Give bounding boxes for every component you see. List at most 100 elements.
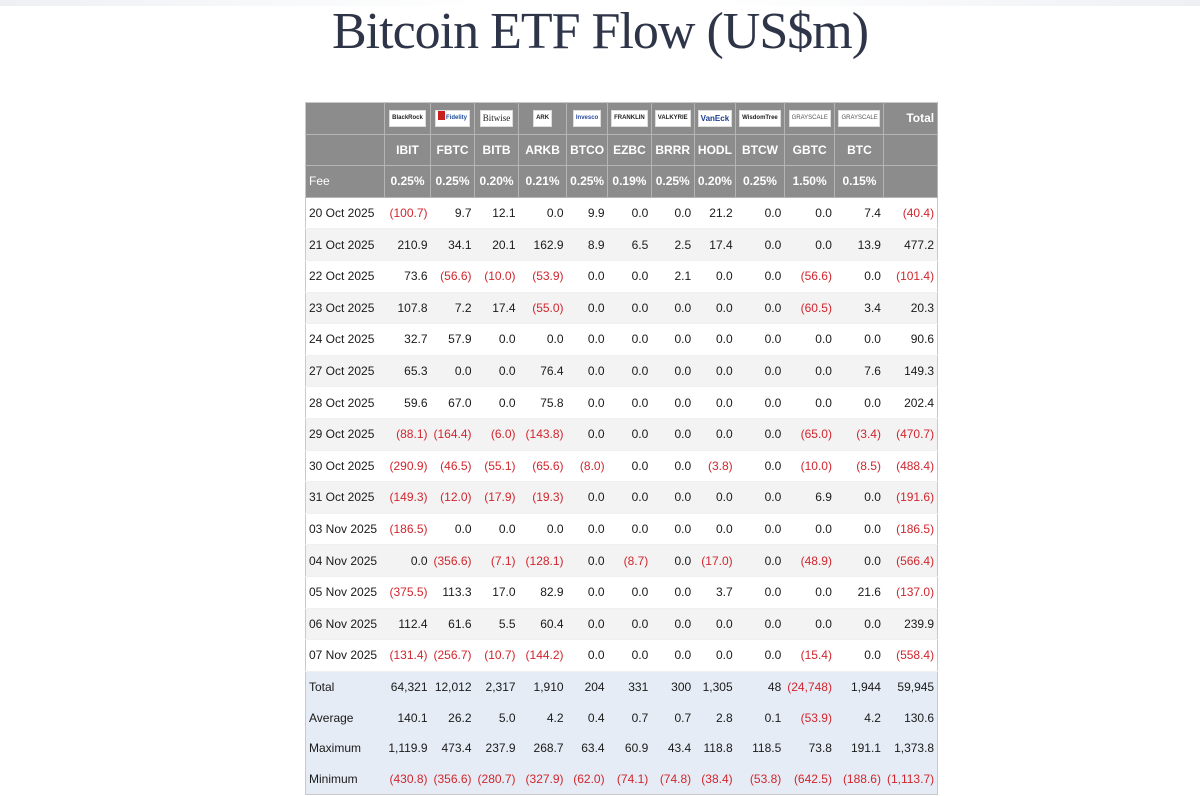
fee-cell: 0.21% [518,165,568,198]
flow-cell: 75.8 [518,386,567,419]
flow-cell: 17.4 [474,292,519,325]
table-row: 07 Nov 2025 (131.4) (256.7) (10.7) (144.2) 0.… [305,639,938,672]
flow-cell: (8.5) [834,450,884,483]
summary-cell: (53.8) [735,763,785,795]
row-total-cell: 90.6 [883,323,938,356]
bitwise-logo: Bitwise [479,109,514,127]
top-banner-strip [0,0,1200,6]
flow-cell: 0.0 [784,513,835,546]
row-total-cell: 477.2 [883,228,938,261]
flow-cell: 17.0 [474,576,519,609]
row-total-cell: (137.0) [883,576,938,609]
flow-cell: 0.0 [834,386,884,419]
ticker-header: ARKB [518,134,568,167]
flow-cell: 0.0 [651,323,695,356]
row-total-cell: 20.3 [883,292,938,325]
flow-cell: 57.9 [430,323,475,356]
flow-cell: 0.0 [735,639,785,672]
flow-cell: 0.0 [694,608,736,641]
flow-cell: 0.0 [651,608,695,641]
flow-cell: (375.5) [384,576,431,609]
issuer-logo-cell: WisdomTree [735,102,785,135]
franklin-logo: FRANKLIN [611,109,648,127]
flow-cell: 2.1 [651,260,695,293]
table-row: 27 Oct 2025 65.3 0.0 0.0 76.4 0.0 0.0 0.0 0.0 0.0… [305,355,938,388]
issuer-logo-cell: ARK [518,102,568,135]
flow-cell: (65.0) [784,418,835,451]
issuer-logo-cell: Invesco [566,102,609,135]
flow-cell: 0.0 [694,513,736,546]
flow-cell: 6.9 [784,481,835,514]
summary-cell: 0.1 [735,702,785,733]
flow-cell: (256.7) [430,639,475,672]
flow-cell: 0.0 [430,513,475,546]
summary-row: Average 140.1 26.2 5.0 4.2 0.4 0.7 0.7 2.8 0.1 (53… [305,702,938,733]
flow-cell: 9.9 [566,197,608,230]
flow-cell: 0.0 [651,450,695,483]
ticker-header: BTCO [566,134,609,167]
flow-cell: 0.0 [834,608,884,641]
flow-cell: 0.0 [784,608,835,641]
flow-cell: 0.0 [694,386,736,419]
flow-cell: 8.9 [566,228,608,261]
issuer-logo-cell: GRAYSCALE [834,102,885,135]
row-total-cell: (101.4) [883,260,938,293]
row-date: 07 Nov 2025 [305,639,385,672]
row-total-cell: (470.7) [883,418,938,451]
flow-cell: 59.6 [384,386,431,419]
flow-cell: 0.0 [474,386,519,419]
summary-cell: 118.5 [735,732,785,764]
summary-cell: (53.9) [784,702,835,733]
flow-cell: 0.0 [694,481,736,514]
flow-cell: 5.5 [474,608,519,641]
row-total-cell: (191.6) [883,481,938,514]
fee-cell: 0.25% [735,165,785,198]
page-title: Bitcoin ETF Flow (US$m) [331,3,869,60]
flow-cell: (149.3) [384,481,431,514]
summary-cell: (188.6) [834,763,884,795]
summary-cell: (74.1) [607,763,652,795]
flow-cell: 0.0 [694,323,736,356]
summary-label: Average [305,702,385,733]
flow-cell: (53.9) [518,260,567,293]
summary-cell: 2.8 [694,702,736,733]
flow-cell: (3.4) [834,418,884,451]
flow-cell: 0.0 [735,608,785,641]
summary-cell: (430.8) [384,763,431,795]
flow-cell: 34.1 [430,228,475,261]
flow-cell: (6.0) [474,418,519,451]
flow-cell: (17.0) [694,544,736,577]
summary-row: Maximum 1,119.9 473.4 237.9 268.7 63.4 60.9 43.… [305,732,938,764]
table-row: 24 Oct 2025 32.7 57.9 0.0 0.0 0.0 0.0 0.0 0.0 0.0… [305,323,938,356]
summary-label: Maximum [305,732,385,764]
summary-cell: 1,119.9 [384,732,431,764]
flow-cell: 0.0 [566,608,608,641]
total-column-header: Total [883,102,939,135]
summary-cell: (356.6) [430,763,475,795]
summary-cell: (38.4) [694,763,736,795]
summary-cell: (62.0) [566,763,608,795]
flow-cell: 3.4 [834,292,884,325]
summary-cell: 130.6 [883,702,938,733]
summary-row: Minimum (430.8) (356.6) (280.7) (327.9) (62.0… [305,763,938,795]
summary-cell: 4.2 [518,702,567,733]
flow-cell: (55.0) [518,292,567,325]
summary-cell: 1,944 [834,671,884,703]
flow-cell: 12.1 [474,197,519,230]
flow-cell: 0.0 [694,418,736,451]
flow-cell: 0.0 [518,323,567,356]
flow-cell: 67.0 [430,386,475,419]
summary-cell: (280.7) [474,763,519,795]
flow-cell: (46.5) [430,450,475,483]
flow-cell: (143.8) [518,418,567,451]
flow-cell: 0.0 [735,355,785,388]
blackrock-logo: BlackRock [389,109,426,127]
valkyrie-logo: VALKYRIE [654,109,691,127]
flow-cell: 0.0 [834,544,884,577]
flow-cell: 0.0 [735,513,785,546]
flow-cell: 0.0 [607,386,652,419]
fee-cell: 0.25% [566,165,609,198]
flow-cell: 0.0 [651,576,695,609]
row-total-cell: 149.3 [883,355,938,388]
row-total-cell: 239.9 [883,608,938,641]
